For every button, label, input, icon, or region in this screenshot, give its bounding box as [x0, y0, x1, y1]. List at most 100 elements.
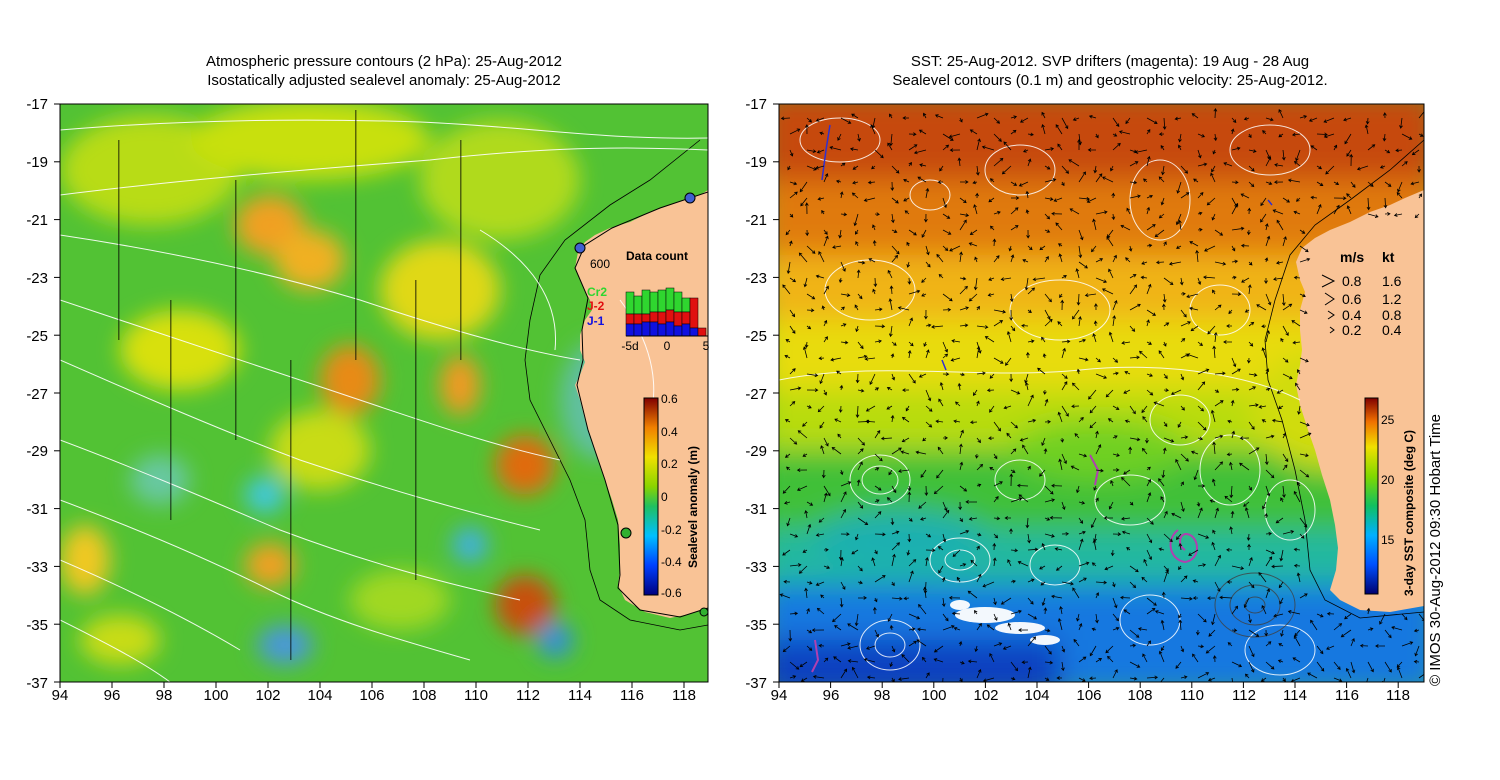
velocity-arrow — [1018, 628, 1029, 632]
velocity-arrow — [992, 238, 997, 247]
velocity-arrow — [1146, 194, 1153, 199]
velocity-arrow — [804, 587, 808, 599]
velocity-arrow — [942, 341, 949, 353]
velocity-arrow — [1026, 229, 1030, 239]
velocity-arrow — [1129, 180, 1138, 185]
velocity-arrow — [904, 210, 910, 215]
velocity-arrow — [1282, 197, 1291, 203]
right-y-tick: -29 — [745, 443, 767, 460]
velocity-arrow — [1055, 565, 1063, 571]
velocity-arrow — [993, 453, 998, 460]
velocity-arrow — [1231, 292, 1242, 297]
velocity-arrow — [1163, 533, 1173, 543]
velocity-arrow — [840, 581, 846, 590]
velocity-arrow — [959, 443, 963, 455]
velocity-arrow — [800, 677, 808, 682]
velocity-arrow — [1175, 458, 1182, 471]
velocity-arrow — [1010, 196, 1020, 200]
velocity-arrow — [1000, 597, 1012, 605]
right-x-axis: 94 96 98 100 102 104 106 108 110 112 114… — [771, 687, 1410, 704]
velocity-arrow — [1382, 133, 1387, 142]
velocity-arrow — [1258, 571, 1267, 583]
velocity-arrow — [1089, 676, 1097, 681]
velocity-arrow — [823, 229, 828, 235]
velocity-arrow — [906, 241, 910, 247]
velocity-arrow — [1129, 274, 1137, 279]
left-x-axis: 94 96 98 100 102 104 106 108 110 112 114… — [52, 687, 696, 704]
velocity-arrow — [1248, 447, 1260, 455]
velocity-arrow — [840, 491, 847, 503]
imos-credit: © IMOS 30-Aug-2012 09:30 Hobart Time — [1427, 413, 1444, 686]
velocity-arrow — [872, 224, 876, 231]
velocity-arrow — [915, 450, 927, 455]
velocity-arrow — [1044, 628, 1051, 633]
velocity-arrow — [889, 624, 894, 631]
velocity-arrow — [889, 661, 894, 668]
velocity-arrow — [1024, 277, 1029, 291]
velocity-arrow — [1021, 660, 1029, 665]
velocity-arrow — [1273, 613, 1284, 618]
velocity-arrow — [901, 437, 910, 443]
velocity-arrow — [1366, 197, 1371, 211]
velocity-arrow — [874, 429, 881, 439]
velocity-arrow — [874, 597, 878, 603]
velocity-arrow — [1143, 558, 1148, 567]
velocity-arrow — [1346, 193, 1352, 199]
velocity-arrow — [1027, 339, 1035, 344]
velocity-arrow — [959, 485, 968, 492]
velocity-arrow — [1316, 181, 1324, 187]
velocity-arrow — [942, 197, 948, 209]
velocity-arrow — [965, 500, 978, 504]
velocity-arrow — [1004, 516, 1012, 520]
velocity-arrow — [1010, 548, 1019, 553]
velocity-arrow — [1276, 389, 1284, 394]
velocity-arrow — [874, 453, 883, 462]
velocity-arrow — [1180, 596, 1193, 601]
velocity-arrow — [840, 117, 852, 124]
velocity-arrow — [908, 341, 914, 347]
velocity-arrow — [866, 675, 876, 680]
velocity-arrow — [1120, 595, 1131, 600]
velocity-arrow — [840, 557, 844, 567]
velocity-arrow — [874, 532, 886, 537]
velocity-arrow — [1271, 564, 1284, 569]
sealevel-anomaly-field — [60, 104, 708, 682]
velocity-arrow — [1129, 284, 1138, 295]
velocity-arrow — [1279, 597, 1284, 605]
velocity-arrow — [1262, 130, 1267, 135]
velocity-arrow — [798, 565, 808, 574]
velocity-arrow — [903, 596, 910, 601]
velocity-arrow — [1299, 309, 1308, 314]
velocity-arrow — [890, 181, 895, 191]
velocity-arrow — [1180, 575, 1188, 583]
left-y-tick: -37 — [26, 675, 48, 692]
right-x-tick: 96 — [823, 687, 840, 704]
velocity-arrow — [1128, 245, 1133, 252]
velocity-arrow — [782, 549, 791, 556]
velocity-arrow — [1247, 284, 1252, 295]
velocity-arrow — [981, 145, 995, 151]
velocity-arrow — [1027, 578, 1035, 583]
velocity-arrow — [1227, 419, 1233, 424]
velocity-arrow — [1158, 650, 1165, 663]
velocity-arrow — [1061, 453, 1067, 465]
velocity-arrow — [1239, 462, 1250, 471]
velocity-arrow — [1248, 133, 1252, 139]
velocity-arrow — [938, 273, 944, 279]
velocity-arrow — [993, 210, 1001, 215]
velocity-arrow — [1061, 381, 1068, 391]
velocity-arrow — [1180, 405, 1185, 411]
velocity-arrow — [1397, 181, 1403, 193]
velocity-arrow — [1027, 287, 1036, 295]
velocity-arrow — [1095, 613, 1099, 624]
velocity-arrow — [1163, 570, 1169, 583]
velocity-arrow — [976, 483, 982, 488]
velocity-arrow — [1197, 644, 1205, 649]
velocity-arrow — [1418, 133, 1424, 137]
velocity-arrow — [976, 371, 986, 376]
velocity-arrow — [973, 610, 978, 615]
velocity-arrow — [1214, 389, 1220, 393]
velocity-arrow — [838, 229, 842, 239]
velocity-arrow — [1295, 149, 1301, 162]
velocity-arrow — [874, 499, 880, 503]
